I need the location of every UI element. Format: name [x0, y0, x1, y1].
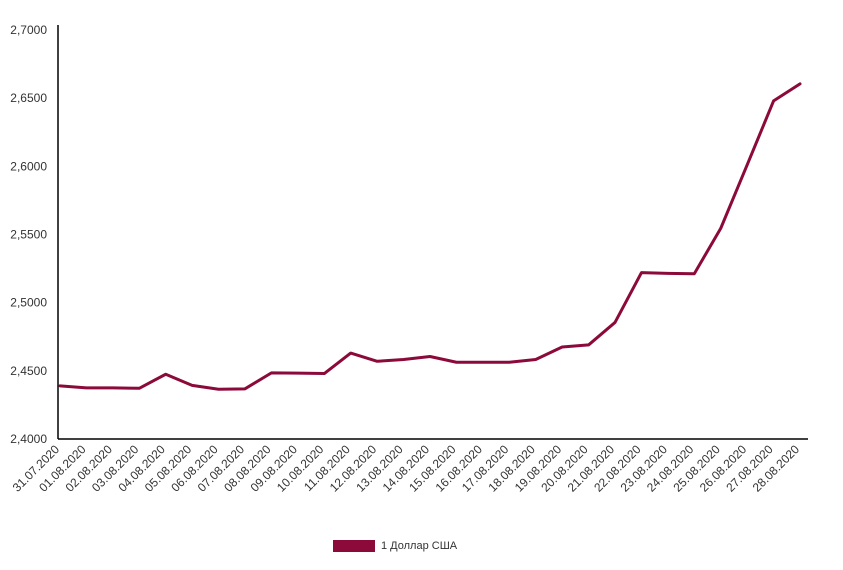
y-tick-label: 2,6500 — [10, 91, 47, 105]
y-tick-label: 2,4000 — [10, 432, 47, 446]
series-layer — [58, 82, 802, 391]
y-tick-label: 2,5000 — [10, 296, 47, 310]
legend-swatch — [333, 540, 375, 552]
y-tick-label: 2,6000 — [10, 159, 47, 173]
series-line — [58, 82, 802, 391]
y-tick-label: 2,4500 — [10, 364, 47, 378]
x-axis-ticks: 31.07.202001.08.202002.08.202003.08.2020… — [10, 442, 803, 495]
legend: 1 Доллар США — [333, 540, 457, 552]
y-tick-label: 2,7000 — [10, 23, 47, 37]
y-axis-ticks: 2,4000 2,4500 2,5000 2,5500 2,6000 2,6500 2,70… — [10, 23, 47, 446]
legend-label: 1 Доллар США — [381, 540, 458, 552]
y-tick-label: 2,5500 — [10, 228, 47, 242]
